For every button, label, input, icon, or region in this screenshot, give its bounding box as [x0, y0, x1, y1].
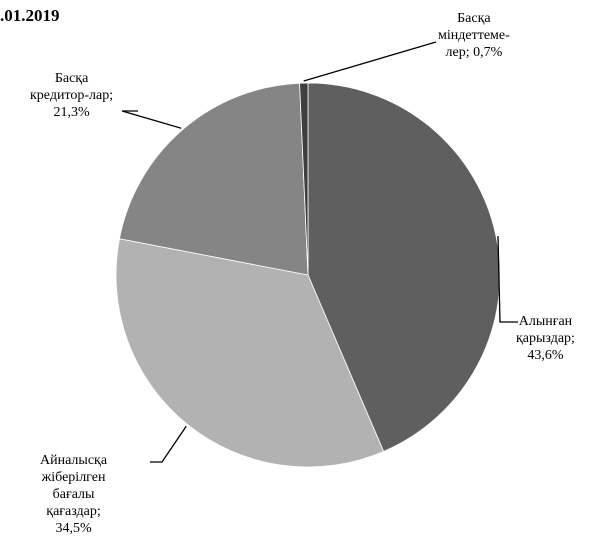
leader-lines: [121, 41, 518, 463]
slice-label-borrowed-loans: Алынған қарыздар; 43,6%: [516, 314, 575, 363]
slice-label-securities: Айналысқа жіберілген бағалы қағаздар; 34…: [40, 453, 108, 536]
slice-borrowed-loans: [307, 82, 501, 453]
leader-line-slice-other-creditors: [121, 110, 182, 129]
slice-other-liabilities: [299, 82, 309, 276]
slice-securities: [115, 238, 385, 468]
leader-line-slice-other-liabilities: [303, 41, 437, 82]
chart-title: .01.2019: [0, 6, 60, 25]
slice-label-other-liabilities: Басқа міндеттеме- лер; 0,7%: [438, 11, 510, 60]
pie-slices: [115, 82, 501, 468]
leader-line-slice-securities: [150, 425, 187, 463]
slice-label-other-creditors: Басқа кредитор-лар; 21,3%: [30, 71, 114, 120]
leader-line-slice-borrowed-loans: [497, 235, 518, 323]
slice-other-creditors: [118, 82, 309, 276]
